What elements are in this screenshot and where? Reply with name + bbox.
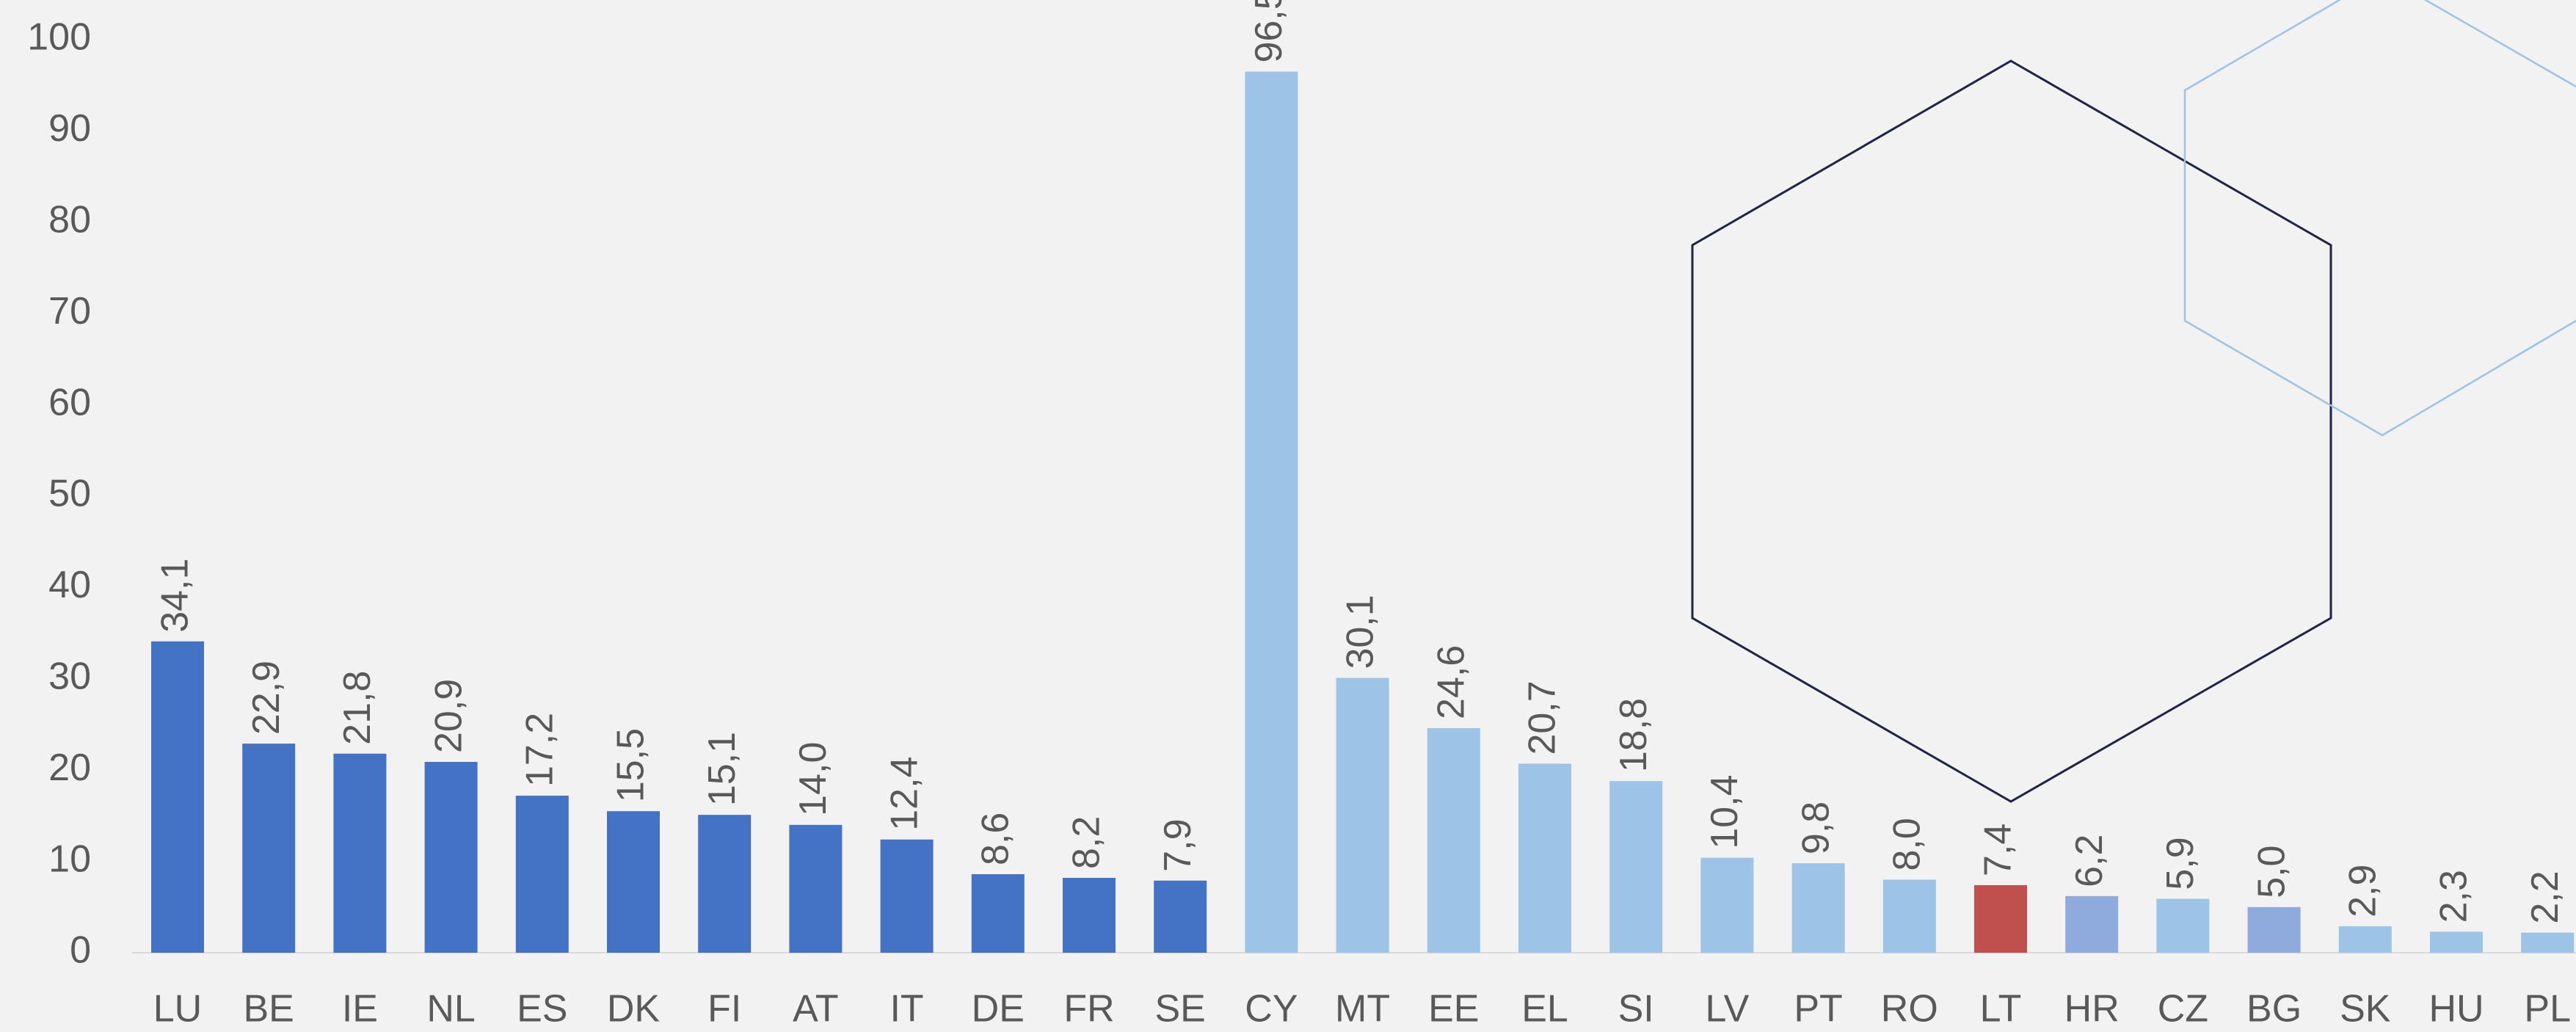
bar — [1518, 763, 1571, 953]
x-tick-label: AT — [793, 988, 839, 1031]
x-tick-label: CZ — [2158, 988, 2208, 1031]
y-tick-label: 50 — [48, 473, 91, 515]
x-tick-label: HU — [2428, 988, 2484, 1031]
bar — [880, 839, 934, 953]
value-label: 14,0 — [792, 742, 834, 816]
y-tick-label: 80 — [48, 199, 91, 241]
x-tick-label: PT — [1794, 988, 1842, 1031]
x-tick-label: DE — [972, 988, 1025, 1031]
x-tick-label: BG — [2246, 988, 2302, 1031]
x-tick-label: SE — [1155, 988, 1206, 1031]
bar — [2430, 931, 2483, 953]
y-tick-label: 40 — [48, 564, 91, 606]
bar — [515, 796, 569, 953]
y-tick-label: 100 — [27, 16, 91, 59]
value-label: 24,6 — [1430, 645, 1473, 719]
value-label: 2,9 — [2342, 865, 2384, 917]
y-tick-label: 10 — [48, 837, 91, 880]
bar — [1336, 677, 1389, 953]
bar — [1791, 863, 1845, 953]
value-label: 17,2 — [519, 713, 561, 787]
x-tick-label: IE — [342, 988, 378, 1031]
decor-hexagon — [1691, 59, 2332, 803]
x-tick-label: MT — [1335, 988, 1390, 1031]
bar — [1609, 781, 1663, 953]
x-tick-label: LT — [1980, 988, 2022, 1031]
y-tick-label: 90 — [48, 107, 91, 150]
x-tick-label: ES — [517, 988, 567, 1031]
bar — [424, 762, 478, 953]
value-label: 8,2 — [1066, 816, 1108, 869]
value-label: 9,8 — [1794, 802, 1837, 854]
x-tick-label: FI — [707, 988, 741, 1031]
x-tick-label: RO — [1881, 988, 1938, 1031]
value-label: 6,2 — [2068, 835, 2111, 887]
bar — [1882, 879, 1936, 953]
value-label: 7,9 — [1157, 818, 1199, 871]
bar — [242, 744, 296, 953]
y-tick-label: 30 — [48, 655, 91, 698]
bar — [2521, 932, 2575, 953]
x-tick-label: BE — [244, 988, 294, 1031]
value-label: 12,4 — [883, 757, 925, 831]
bar — [2156, 898, 2210, 953]
value-label: 20,9 — [427, 679, 470, 753]
bar — [1700, 857, 1754, 953]
bar — [2338, 926, 2392, 953]
x-tick-label: NL — [426, 988, 475, 1031]
bar — [1427, 727, 1480, 953]
decor-hexagon — [2183, 0, 2576, 437]
bar — [333, 753, 387, 953]
x-tick-label: DK — [607, 988, 661, 1031]
x-tick-label: HR — [2064, 988, 2120, 1031]
x-tick-label: SK — [2340, 988, 2391, 1031]
value-label: 7,4 — [1977, 824, 2020, 876]
value-label: 22,9 — [245, 661, 288, 735]
bar — [1063, 877, 1116, 953]
value-label: 10,4 — [1703, 774, 1746, 849]
bar — [2247, 906, 2301, 953]
x-tick-label: LV — [1706, 988, 1750, 1031]
y-tick-label: 0 — [70, 929, 91, 972]
x-tick-label: EE — [1428, 988, 1479, 1031]
bar — [1974, 884, 2027, 953]
bar — [698, 815, 752, 953]
bar — [151, 641, 204, 953]
value-label: 2,3 — [2433, 870, 2475, 923]
bar — [607, 811, 660, 953]
bar — [789, 824, 843, 953]
value-label: 8,0 — [1886, 818, 1929, 871]
value-label: 15,1 — [701, 732, 743, 806]
x-tick-label: LU — [153, 988, 202, 1031]
value-label: 5,0 — [2250, 846, 2293, 898]
bar — [1154, 880, 1207, 953]
value-label: 2,2 — [2524, 871, 2566, 923]
x-tick-label: EL — [1521, 988, 1568, 1031]
value-label: 34,1 — [154, 559, 197, 633]
value-label: 96,5 — [1248, 0, 1290, 63]
x-tick-label: FR — [1063, 988, 1114, 1031]
value-label: 8,6 — [975, 813, 1017, 865]
bar — [1245, 71, 1298, 953]
value-label: 20,7 — [1521, 680, 1564, 755]
value-label: 15,5 — [610, 728, 652, 802]
x-tick-label: PL — [2524, 988, 2571, 1031]
value-label: 18,8 — [1612, 698, 1655, 772]
value-label: 30,1 — [1339, 595, 1381, 669]
bar — [971, 874, 1025, 953]
value-label: 5,9 — [2159, 837, 2202, 890]
y-tick-label: 70 — [48, 290, 91, 333]
value-label: 21,8 — [336, 671, 379, 745]
x-tick-label: SI — [1618, 988, 1654, 1031]
y-tick-label: 60 — [48, 381, 91, 424]
y-tick-label: 20 — [48, 746, 91, 789]
bar — [2065, 895, 2119, 953]
x-tick-label: CY — [1245, 988, 1298, 1031]
x-tick-label: IT — [889, 988, 923, 1031]
